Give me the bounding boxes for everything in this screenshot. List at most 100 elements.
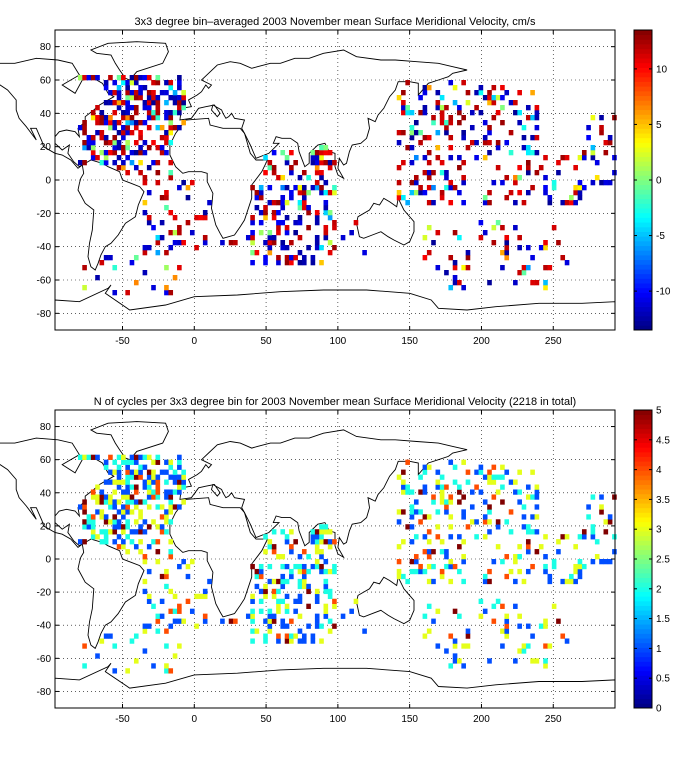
- africa-coastline: [169, 117, 269, 239]
- bin-cell: [577, 195, 583, 201]
- bin-cell: [607, 559, 613, 565]
- bin-cell: [284, 623, 290, 629]
- bin-cell: [146, 544, 152, 550]
- bin-cell: [332, 245, 337, 251]
- bin-cell: [155, 250, 161, 256]
- bin-cell: [129, 529, 135, 535]
- bin-cell: [581, 185, 587, 191]
- bin-cell: [159, 573, 165, 580]
- bin-cell: [142, 648, 148, 654]
- bin-cell: [133, 110, 139, 116]
- bin-cell: [293, 220, 298, 226]
- bin-cell: [457, 568, 462, 575]
- bin-cell: [543, 240, 548, 246]
- bin-cell: [108, 115, 113, 121]
- bin-cell: [263, 215, 268, 221]
- eurasia-coastline: [179, 49, 468, 180]
- bin-cell: [461, 559, 466, 565]
- bin-cell: [534, 514, 540, 520]
- bin-cell: [448, 200, 454, 206]
- bin-cell: [189, 230, 195, 236]
- bin-cell: [168, 623, 174, 629]
- bin-cell: [319, 549, 324, 555]
- bin-cell: [594, 554, 600, 560]
- bin-cell: [297, 568, 303, 575]
- bin-cell: [263, 549, 268, 555]
- bin-cell: [525, 265, 531, 271]
- bin-cell: [409, 135, 415, 141]
- bin-cell: [319, 145, 324, 151]
- bin-cell: [142, 150, 148, 156]
- bin-cell: [310, 633, 316, 639]
- bin-cell: [517, 165, 522, 171]
- bin-cell: [194, 623, 199, 629]
- bin-cell: [396, 568, 402, 575]
- bin-cell: [95, 75, 100, 81]
- bin-cell: [401, 90, 406, 96]
- bin-cell: [112, 90, 118, 96]
- bin-cell: [426, 549, 432, 555]
- bin-cell: [258, 563, 264, 570]
- colorbar-tick-label: 3.5: [656, 495, 670, 506]
- bin-cell: [108, 454, 113, 460]
- colorbar-segment: [634, 600, 652, 606]
- bin-cell: [146, 75, 152, 81]
- bin-cell: [500, 628, 505, 634]
- bin-cell: [103, 499, 109, 505]
- bin-cell: [95, 534, 100, 540]
- bin-cell: [263, 583, 268, 590]
- bin-cell: [151, 469, 156, 475]
- y-tick-label: 0: [45, 555, 51, 566]
- bin-cell: [513, 603, 518, 609]
- bin-cell: [138, 529, 143, 535]
- bin-cell: [121, 539, 126, 545]
- bin-cell: [112, 489, 118, 495]
- colorbar-tick-label: 0: [656, 176, 662, 187]
- bin-cell: [314, 588, 320, 595]
- bin-cell: [461, 285, 466, 291]
- bin-cell: [521, 504, 527, 510]
- bin-cell: [474, 469, 479, 475]
- bin-cell: [263, 633, 268, 639]
- bin-cell: [439, 539, 445, 545]
- bin-cell: [448, 663, 454, 669]
- bin-cell: [310, 563, 316, 570]
- bin-cell: [319, 175, 324, 181]
- bin-cell: [517, 110, 522, 116]
- bin-cell: [276, 230, 281, 236]
- bin-cell: [314, 534, 320, 540]
- bin-cell: [155, 474, 161, 480]
- bin-cell: [263, 588, 268, 595]
- bin-cell: [181, 474, 186, 480]
- bin-cell: [487, 529, 492, 535]
- bin-cell: [314, 155, 320, 161]
- bin-cell: [121, 115, 126, 121]
- bin-cell: [121, 100, 126, 106]
- bin-cell: [250, 638, 255, 644]
- bin-cell: [125, 479, 130, 485]
- bin-cell: [90, 489, 96, 495]
- bin-cell: [90, 454, 96, 460]
- colorbar-segment: [634, 95, 652, 101]
- bin-cell: [185, 185, 191, 191]
- colorbar-segment: [634, 287, 652, 293]
- bin-cell: [327, 215, 333, 221]
- bin-cell: [314, 215, 320, 221]
- bin-cell: [327, 628, 333, 634]
- bin-cell: [525, 549, 531, 555]
- bin-cell: [314, 180, 320, 186]
- colorbar-segment: [634, 269, 652, 275]
- bin-cell: [590, 524, 596, 530]
- velocity-x-ticks: -50 0 50 100 150 200 250: [115, 30, 562, 347]
- bin-cell: [422, 105, 428, 111]
- bin-cell: [439, 115, 445, 121]
- bin-cell: [409, 145, 415, 151]
- bin-cell: [547, 643, 553, 649]
- bin-cell: [116, 524, 122, 530]
- bin-cell: [413, 180, 419, 186]
- bin-cell: [142, 245, 148, 251]
- colorbar-segment: [634, 698, 652, 704]
- bin-cell: [267, 200, 273, 206]
- bin-cell: [439, 110, 445, 116]
- bin-cell: [138, 539, 143, 545]
